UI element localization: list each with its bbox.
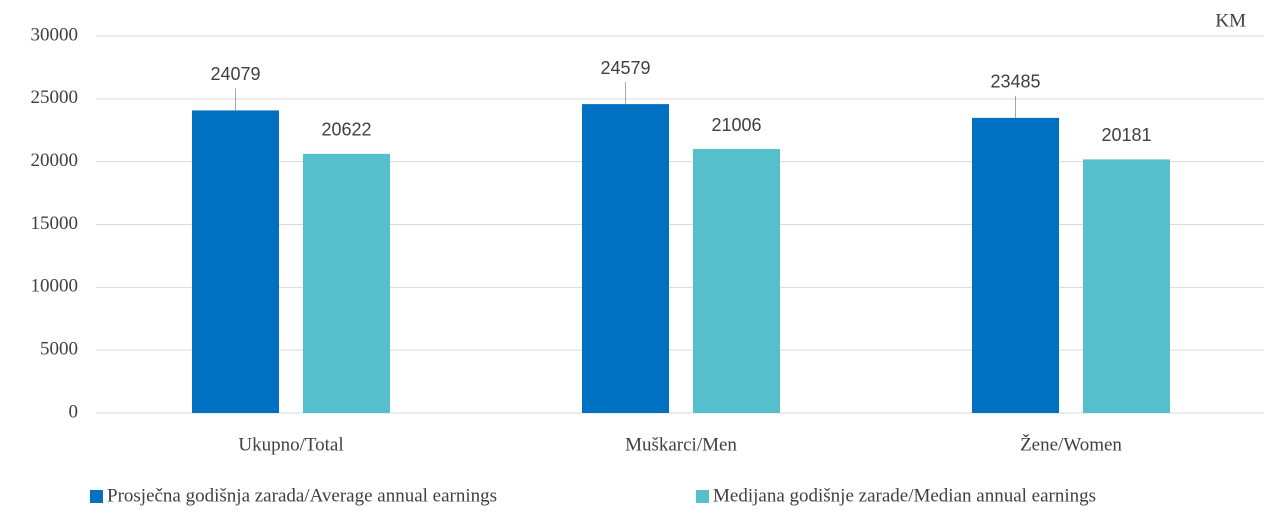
legend-label: Medijana godišnje zarade/Median annual e…: [713, 485, 1096, 506]
bar: [972, 117, 1059, 414]
data-label: 21006: [711, 115, 761, 135]
data-label: 20622: [321, 120, 371, 140]
y-tick-label: 10000: [31, 276, 79, 297]
data-label: 20181: [1101, 125, 1151, 145]
y-tick-label: 30000: [31, 24, 79, 45]
unit-label: KM: [1215, 10, 1246, 31]
bar: [1083, 159, 1170, 413]
x-tick-label: Žene/Women: [1020, 433, 1122, 455]
x-tick-label: Muškarci/Men: [625, 434, 737, 455]
bar: [192, 110, 279, 414]
bar: [693, 149, 780, 413]
data-label: 23485: [990, 72, 1040, 92]
y-tick-label: 25000: [31, 87, 79, 108]
y-tick-label: 5000: [40, 339, 78, 360]
bar: [303, 153, 390, 413]
x-tick-label: Ukupno/Total: [238, 434, 343, 455]
data-label: 24079: [210, 64, 260, 84]
y-tick-label: 0: [69, 401, 79, 422]
bar: [582, 104, 669, 413]
legend-swatch: [696, 490, 709, 503]
y-tick-label: 15000: [31, 213, 79, 234]
legend-swatch: [90, 490, 103, 503]
data-label: 24579: [600, 58, 650, 78]
y-tick-label: 20000: [31, 150, 79, 171]
legend-label: Prosječna godišnja zarada/Average annual…: [107, 485, 497, 506]
